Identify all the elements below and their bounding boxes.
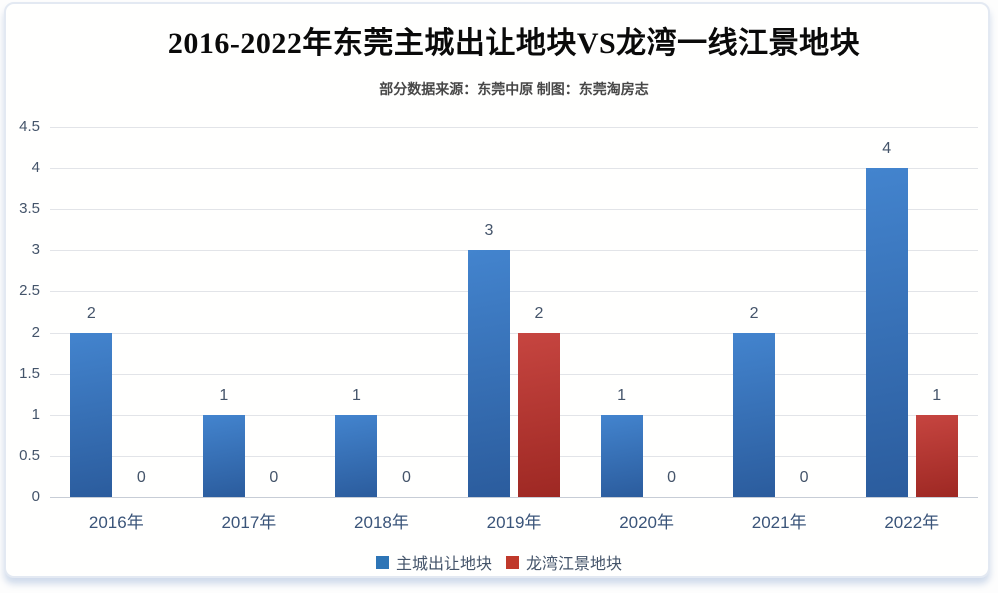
bar-slot: 1: [600, 127, 643, 497]
bar-龙湾江景地块: [517, 332, 560, 497]
y-tick-label: 4: [31, 159, 40, 177]
x-tick-label: 2021年: [751, 513, 807, 532]
bar-slot: 0: [783, 127, 825, 497]
bar-slot: 2: [70, 127, 113, 497]
bar-slot: 3: [467, 127, 510, 497]
gridline: [50, 332, 978, 334]
x-tick-label: 2018年: [354, 513, 409, 532]
bar-value-label: 1: [219, 386, 229, 404]
bar-slot: 2: [517, 127, 560, 497]
legend-item: 主城出让地块: [375, 550, 492, 574]
legend-label: 龙湾江景地块: [526, 556, 623, 573]
bar-value-label: 1: [351, 386, 361, 404]
legend-item: 龙湾江景地块: [506, 550, 622, 574]
x-tick-label: 2016年: [88, 513, 144, 532]
bar-主城出让地块: [335, 414, 378, 497]
x-axis: 2016年 2017年 2018年 2019年 2020年 2021年 2022年: [50, 508, 978, 532]
gridline: [50, 250, 978, 252]
bar-value-label: 1: [617, 386, 627, 404]
bar-value-label: 0: [799, 469, 809, 486]
bar-slot: 1: [335, 127, 378, 497]
bar-slot: 1: [202, 127, 245, 497]
y-tick-label: 3.5: [19, 200, 40, 218]
bar-主城出让地块: [733, 332, 776, 497]
y-tick-label: 2.5: [19, 282, 40, 300]
bar-主城出让地块: [70, 332, 113, 497]
gridline: [50, 168, 978, 170]
bar-主城出让地块: [600, 414, 643, 497]
bar-slot: 0: [385, 127, 427, 497]
y-tick-label: 1.5: [19, 364, 40, 382]
y-tick-label: 1: [31, 405, 40, 423]
bar-value-label: 2: [749, 304, 759, 322]
gridline: [50, 291, 978, 293]
x-tick-label: 2020年: [619, 513, 675, 532]
bar-主城出让地块: [467, 250, 510, 497]
y-tick-label: 3: [31, 241, 40, 259]
gridline: [50, 455, 978, 457]
bar-value-label: 0: [667, 469, 677, 486]
bar-slot: 2: [733, 127, 776, 497]
x-tick-label: 2017年: [221, 513, 277, 532]
gridline: [50, 373, 978, 375]
bar-value-label: 4: [882, 140, 892, 158]
bar-slot: 0: [120, 127, 162, 497]
bar-龙湾江景地块: [915, 414, 958, 497]
chart-subtitle: 部分数据来源：东莞中原 制图：东莞淘房志: [379, 83, 649, 98]
bar-slot: 4: [865, 127, 908, 497]
y-tick-label: 4.5: [19, 118, 40, 135]
bar-value-label: 1: [932, 386, 942, 404]
bar-主城出让地块: [202, 414, 245, 497]
bar-主城出让地块: [865, 168, 908, 497]
bar-value-label: 0: [401, 469, 411, 486]
legend-swatch-主城出让地块: [375, 555, 389, 569]
gridline: [50, 127, 978, 128]
bar-slot: 0: [253, 127, 295, 497]
bar-slot: 1: [915, 127, 958, 497]
y-tick-label: 2: [31, 323, 40, 341]
bar-value-label: 2: [86, 304, 96, 322]
legend-label: 主城出让地块: [395, 556, 492, 573]
bar-value-label: 0: [269, 469, 279, 486]
legend-swatch-龙湾江景地块: [506, 555, 519, 569]
gridline: [50, 414, 978, 416]
x-tick-label: 2022年: [884, 513, 940, 532]
bar-value-label: 3: [484, 222, 494, 240]
legend: 主城出让地块 龙湾江景地块: [0, 550, 998, 574]
gridline: [50, 209, 978, 211]
x-tick-label: 2019年: [486, 513, 542, 532]
chart-title: 2016-2022年东莞主城出让地块VS龙湾一线江景地块: [167, 27, 861, 60]
bar-slot: 0: [651, 127, 693, 497]
bar-value-label: 2: [534, 304, 544, 322]
y-tick-label: 0: [31, 488, 40, 505]
bar-value-label: 0: [136, 469, 146, 486]
y-tick-label: 0.5: [19, 446, 40, 464]
y-axis: 4.5 4 3.5 3 2.5 2 1.5 1 0.5 0: [0, 0, 40, 593]
